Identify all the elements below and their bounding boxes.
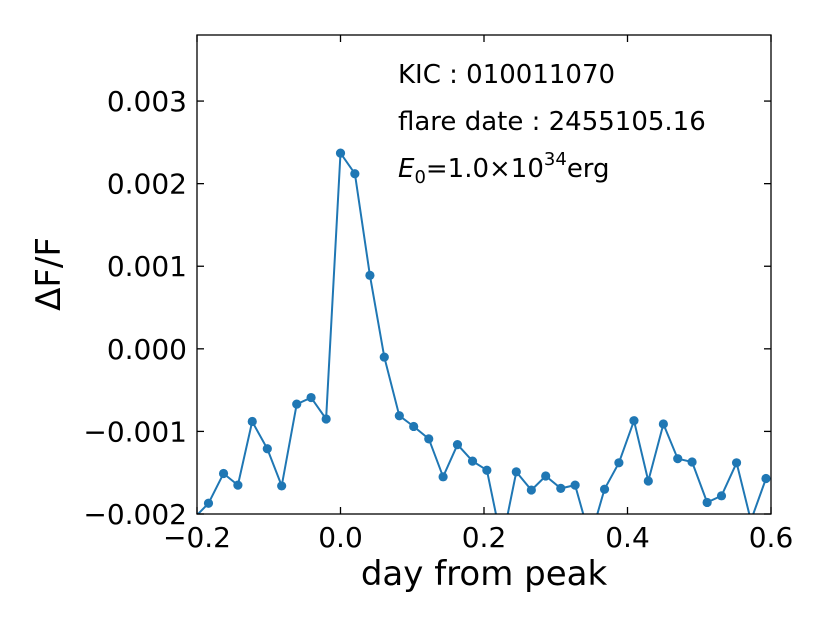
data-point — [203, 498, 214, 508]
data-point — [233, 480, 243, 490]
data-point — [438, 472, 448, 482]
data-point — [556, 483, 566, 493]
x-axis-ticks: −0.2 0.0 0.2 0.4 0.6 — [163, 35, 793, 554]
data-point — [599, 484, 610, 494]
data-point — [321, 414, 331, 424]
data-point — [511, 467, 521, 477]
y-axis-ticks: −0.002 −0.001 0.000 0.001 0.002 0.003 — [83, 85, 771, 531]
data-point — [218, 468, 229, 479]
x-tick-label: 0.4 — [605, 521, 650, 554]
x-tick-label: 0.0 — [318, 521, 363, 554]
data-point — [247, 416, 257, 427]
data-point — [277, 481, 287, 491]
data-point — [379, 352, 389, 362]
data-point — [761, 473, 771, 484]
y-tick-label: 0.002 — [107, 168, 187, 201]
y-tick-label: −0.002 — [83, 498, 187, 531]
data-point — [467, 456, 478, 466]
x-tick-label: 0.6 — [749, 521, 794, 554]
data-point — [424, 434, 434, 444]
data-point — [643, 476, 653, 486]
x-axis-label: day from peak — [361, 554, 608, 594]
data-point — [731, 458, 742, 468]
series-line — [197, 150, 767, 514]
data-point — [629, 416, 639, 426]
flare-date-annotation: flare date : 2455105.16 — [398, 107, 706, 137]
y-tick-label: 0.000 — [107, 333, 187, 366]
data-point — [452, 440, 463, 450]
energy-value: =1.0×10 — [426, 154, 544, 184]
data-point — [541, 471, 551, 481]
data-point — [262, 444, 272, 454]
x-tick-label: 0.2 — [462, 521, 507, 554]
energy-unit: erg — [567, 154, 610, 184]
data-points — [203, 148, 771, 543]
data-point — [335, 148, 346, 158]
data-point — [614, 458, 624, 468]
data-point — [350, 169, 360, 179]
data-point — [658, 419, 668, 429]
data-point — [306, 392, 316, 403]
data-point — [687, 457, 697, 467]
energy-symbol: E — [398, 154, 415, 184]
energy-exponent: 34 — [544, 149, 567, 170]
data-point — [526, 485, 536, 495]
data-point — [570, 480, 580, 490]
data-point — [702, 497, 712, 508]
data-point — [409, 421, 419, 432]
data-point — [394, 411, 404, 421]
y-axis-label: ΔF/F — [29, 237, 69, 311]
energy-annotation: E0=1.0×1034erg — [398, 149, 610, 188]
y-tick-label: 0.001 — [107, 250, 187, 283]
y-tick-label: 0.003 — [107, 85, 187, 118]
y-tick-label: −0.001 — [83, 415, 187, 448]
kic-annotation: KIC : 010011070 — [398, 60, 615, 90]
data-point — [673, 454, 683, 464]
data-point — [292, 399, 302, 409]
data-point — [716, 491, 727, 501]
x-tick-label: −0.2 — [163, 521, 231, 554]
energy-subscript: 0 — [414, 167, 425, 188]
data-point — [482, 465, 492, 475]
data-point — [365, 270, 375, 280]
data-point — [586, 534, 595, 543]
